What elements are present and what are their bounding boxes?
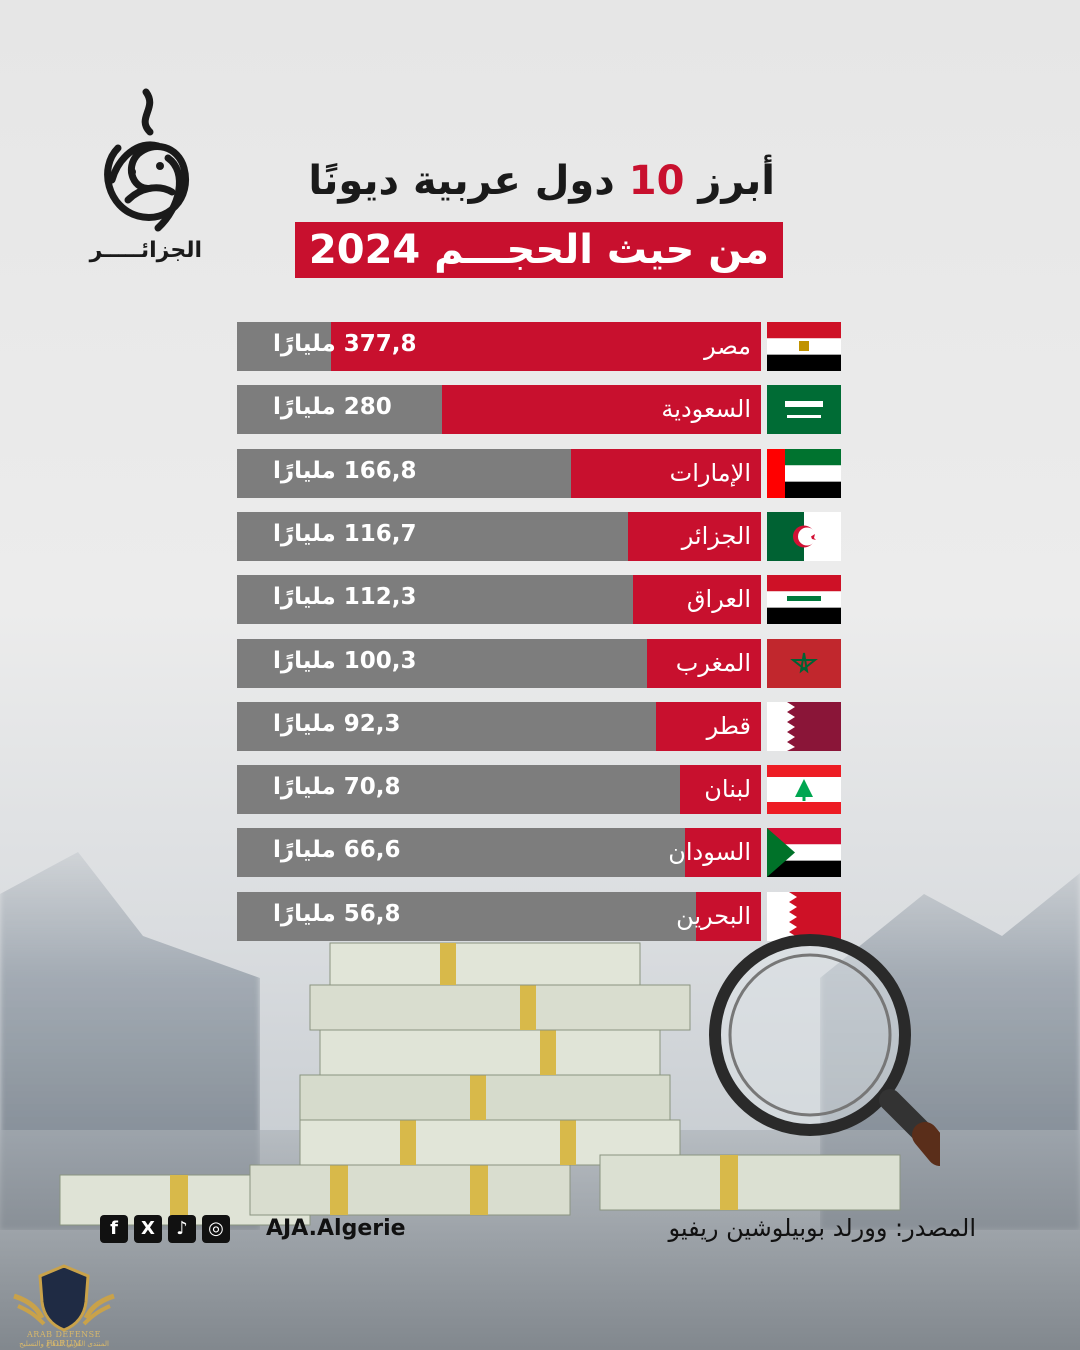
country-label: السودان [668, 838, 751, 867]
bar [571, 448, 761, 498]
qatar-flag-icon [767, 701, 841, 751]
value-label: 56,8 مليارًا [273, 900, 401, 927]
morocco-flag-icon [767, 638, 841, 688]
country-label: العراق [686, 585, 751, 614]
logo-label: الجزائـــــر [89, 238, 202, 263]
bar-row: لبنان 70,8 مليارًا [237, 765, 841, 815]
algeria-flag-icon [767, 511, 841, 561]
bar-row: البحرين 56,8 مليارًا [237, 891, 841, 941]
country-label: البحرين [676, 901, 751, 930]
debt-bar-chart: مصر 377,8 مليارًا السعودية 280 مليارًا الإما… [237, 322, 841, 942]
bar-row: السعودية 280 مليارًا [237, 385, 841, 435]
money-stacks [59, 942, 901, 1226]
title-number: 10 [628, 158, 685, 204]
x-icon[interactable]: X [134, 1215, 162, 1243]
money-stacks-illustration [59, 934, 940, 1226]
source-note: المصدر: وورلد بوبيلوشين ريفيو [668, 1214, 976, 1242]
sudan-flag-icon [767, 828, 841, 878]
value-label: 92,3 مليارًا [273, 710, 401, 737]
saudi-flag-icon [767, 385, 841, 435]
bar [330, 322, 761, 371]
social-icons: f X ♪ ◎ [100, 1215, 230, 1243]
value-label: 100,3 مليارًا [273, 647, 417, 674]
bar [646, 638, 761, 688]
lebanon-flag-icon [767, 765, 841, 815]
bar-track [237, 891, 761, 941]
bar-row: الإمارات 166,8 مليارًا [237, 448, 841, 498]
bar-row: مصر 377,8 مليارًا [237, 322, 841, 371]
arab-defense-forum-logo [13, 1264, 115, 1332]
bar [633, 575, 761, 625]
bar [628, 511, 761, 561]
bar [442, 385, 761, 435]
title-line-1: أبرز 10 دول عربية ديونًا [308, 158, 775, 204]
uae-flag-icon [767, 448, 841, 498]
bar-track [237, 765, 761, 815]
country-label: المغرب [675, 648, 751, 677]
country-label: قطر [706, 711, 751, 740]
bar [685, 828, 761, 878]
watermark-text-arabic: المنتدى العربي للدفاع والتسليح [19, 1340, 109, 1348]
bar-track [237, 828, 761, 878]
bar-row: الجزائر 116,7 مليارًا [237, 511, 841, 561]
bar [655, 701, 761, 751]
bahrain-flag-icon [767, 891, 841, 941]
social-handle: AJA.Algerie [266, 1216, 406, 1241]
country-label: لبنان [704, 775, 751, 804]
country-label: السعودية [661, 395, 751, 424]
egypt-flag-icon [767, 322, 841, 371]
country-label: الجزائر [681, 521, 751, 550]
bar-row: العراق 112,3 مليارًا [237, 575, 841, 625]
bar [680, 765, 761, 815]
watermark-text: ARAB DEFENSE FORUM [27, 1330, 101, 1348]
value-label: 116,7 مليارًا [273, 520, 417, 547]
value-label: 166,8 مليارًا [273, 457, 417, 484]
bar [696, 891, 761, 941]
magnifying-glass-icon [709, 934, 940, 1166]
facebook-icon[interactable]: f [100, 1215, 128, 1243]
instagram-icon[interactable]: ◎ [202, 1215, 230, 1243]
bar-row: السودان 66,6 مليارًا [237, 828, 841, 878]
value-label: 377,8 مليارًا [273, 331, 417, 357]
value-label: 70,8 مليارًا [273, 774, 401, 801]
al-jazeera-logo [104, 88, 189, 232]
tiktok-icon[interactable]: ♪ [168, 1215, 196, 1243]
country-label: مصر [704, 332, 751, 360]
country-label: الإمارات [669, 458, 751, 487]
value-label: 66,6 مليارًا [273, 837, 401, 864]
title-line-2: من حيث الحجـــم 2024 [295, 222, 783, 278]
iraq-flag-icon [767, 575, 841, 625]
bar-row: المغرب 100,3 مليارًا [237, 638, 841, 688]
value-label: 112,3 مليارًا [273, 584, 417, 611]
bar-row: قطر 92,3 مليارًا [237, 701, 841, 751]
value-label: 280 مليارًا [273, 394, 392, 421]
